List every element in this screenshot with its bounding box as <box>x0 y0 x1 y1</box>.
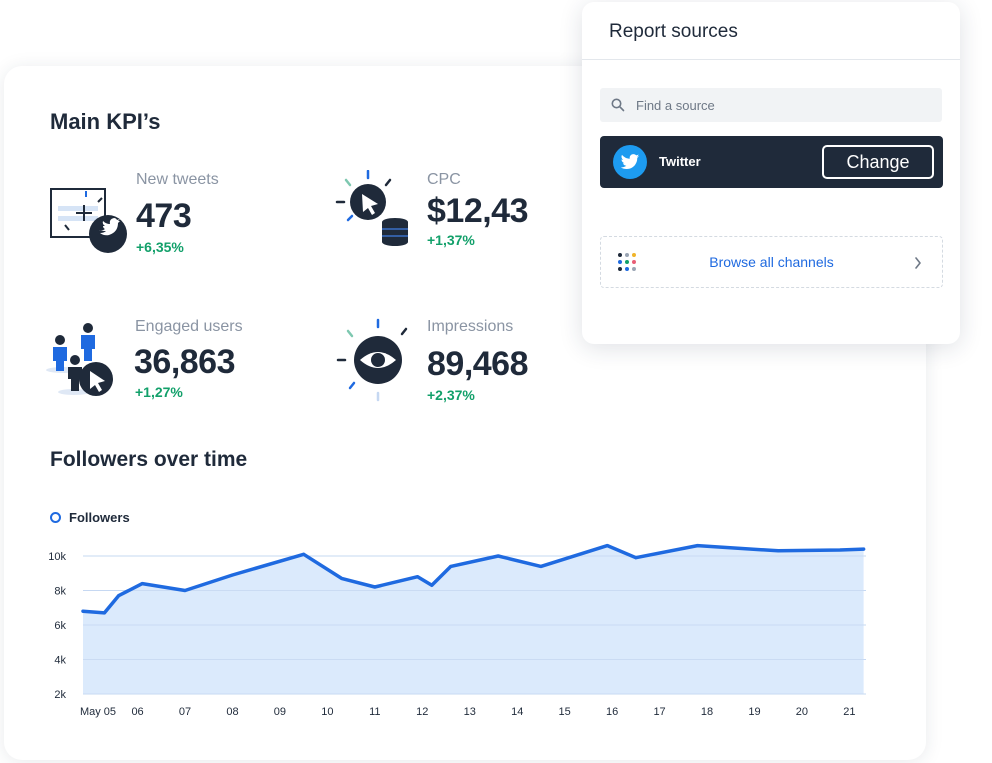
cost-click-icon <box>334 169 414 255</box>
x-tick-label: May 05 <box>80 706 116 718</box>
x-tick-label: 21 <box>843 706 855 718</box>
source-search-box <box>600 88 942 122</box>
chart-legend[interactable]: Followers <box>50 510 130 525</box>
selected-source-name: Twitter <box>659 154 701 169</box>
x-tick-label: 07 <box>179 706 191 718</box>
twitter-icon <box>613 145 647 179</box>
kpi-value-engaged-users: 36,863 <box>134 343 236 381</box>
new-tweet-icon <box>48 186 128 261</box>
channels-grid-icon <box>617 252 637 277</box>
selected-source-row: Twitter Change <box>600 136 943 188</box>
source-search-input[interactable] <box>636 88 936 122</box>
report-sources-panel: Report sources Twitter Change <box>582 2 960 344</box>
y-tick-label: 8k <box>54 586 66 598</box>
eye-icon <box>335 318 413 409</box>
x-tick-label: 10 <box>321 706 333 718</box>
y-tick-label: 10k <box>48 551 66 563</box>
x-tick-label: 15 <box>559 706 571 718</box>
chart-section-title: Followers over time <box>50 448 248 471</box>
followers-point <box>430 583 434 587</box>
followers-point <box>838 548 842 552</box>
followers-point <box>231 573 234 577</box>
kpi-change-impressions: +2,37% <box>427 387 475 403</box>
followers-point <box>183 589 187 592</box>
chevron-right-icon <box>914 256 922 274</box>
followers-point <box>416 575 420 579</box>
x-tick-label: 14 <box>511 706 523 718</box>
followers-point <box>605 544 609 548</box>
kpi-label-cpc: CPC <box>427 171 461 188</box>
followers-point <box>140 582 144 586</box>
followers-point <box>373 585 377 589</box>
followers-point <box>496 554 500 558</box>
y-tick-label: 4k <box>54 655 66 667</box>
x-tick-label: 13 <box>464 706 476 718</box>
kpi-value-cpc: $12,43 <box>427 192 529 230</box>
x-tick-label: 06 <box>131 706 143 718</box>
followers-line <box>81 543 866 615</box>
y-tick-label: 6k <box>54 620 66 632</box>
x-tick-label: 19 <box>748 706 760 718</box>
followers-point <box>634 556 638 560</box>
browse-all-channels-label: Browse all channels <box>709 254 834 270</box>
engaged-users-icon <box>44 320 120 403</box>
kpi-label-impressions: Impressions <box>427 318 514 335</box>
kpi-change-engaged-users: +1,27% <box>135 384 183 400</box>
followers-point <box>776 549 780 553</box>
followers-point <box>539 564 543 568</box>
kpi-section-title: Main KPI’s <box>50 109 161 134</box>
followers-point <box>340 576 344 580</box>
browse-all-channels-button[interactable]: Browse all channels <box>600 236 943 288</box>
x-tick-label: 17 <box>653 706 665 718</box>
search-icon <box>611 98 625 117</box>
change-source-button[interactable]: Change <box>822 145 934 179</box>
followers-point <box>449 564 453 568</box>
followers-point <box>102 611 106 615</box>
kpi-change-cpc: +1,37% <box>427 232 475 248</box>
x-tick-label: 09 <box>274 706 286 718</box>
followers-point <box>696 544 699 548</box>
followers-point <box>117 594 121 598</box>
x-tick-label: 08 <box>226 706 238 718</box>
x-tick-label: 11 <box>369 706 380 718</box>
legend-label-followers: Followers <box>69 510 130 525</box>
x-tick-label: 20 <box>796 706 808 718</box>
legend-dot-followers <box>50 512 61 523</box>
y-tick-label: 2k <box>54 689 66 701</box>
kpi-label-new-tweets: New tweets <box>136 171 219 188</box>
x-tick-label: 12 <box>416 706 428 718</box>
panel-divider <box>582 59 960 60</box>
kpi-label-engaged-users: Engaged users <box>135 318 243 335</box>
kpi-change-new-tweets: +6,35% <box>136 239 184 255</box>
followers-point <box>862 547 866 551</box>
report-sources-title: Report sources <box>609 21 738 42</box>
followers-area <box>83 545 864 694</box>
x-tick-label: 18 <box>701 706 713 718</box>
kpi-value-new-tweets: 473 <box>136 197 192 235</box>
followers-point <box>302 552 306 556</box>
followers-point <box>81 609 85 613</box>
x-tick-label: 16 <box>606 706 618 718</box>
kpi-value-impressions: 89,468 <box>427 345 529 383</box>
